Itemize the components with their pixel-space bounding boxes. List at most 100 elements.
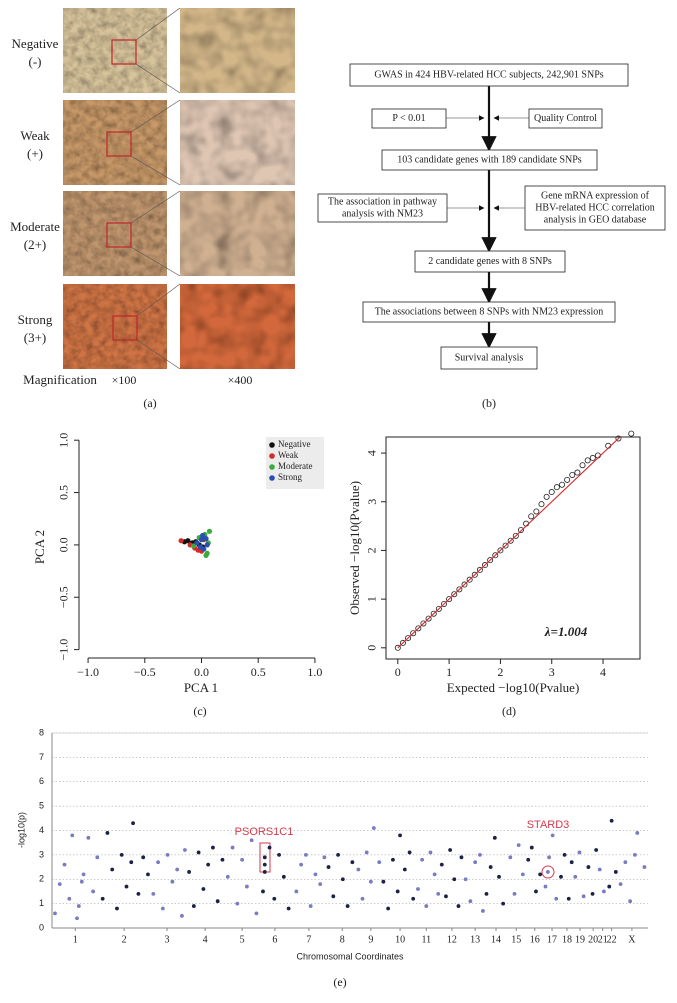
point xyxy=(459,855,464,860)
point xyxy=(545,870,550,874)
point xyxy=(191,904,196,908)
flow-node-text: The associations between 8 SNPs with NM2… xyxy=(375,306,604,317)
x-tick-label: 11 xyxy=(421,934,431,945)
micrograph-100x xyxy=(63,191,167,276)
flow-node-text: analysis with NM23 xyxy=(342,208,423,219)
x-tick-label: 6 xyxy=(272,934,277,945)
point xyxy=(86,835,91,840)
point xyxy=(573,874,578,879)
x-tick-label: 17 xyxy=(547,934,557,945)
point xyxy=(528,513,535,520)
x-tick-label: 13 xyxy=(470,934,480,945)
point xyxy=(534,889,538,894)
point xyxy=(446,596,453,603)
point xyxy=(589,454,596,461)
point xyxy=(550,833,555,838)
flow-node xyxy=(317,193,448,223)
point xyxy=(416,887,420,891)
point xyxy=(476,566,483,573)
micrograph-100x xyxy=(63,284,167,369)
y-tick-label: 0.0 xyxy=(57,537,71,552)
point xyxy=(381,879,386,884)
point xyxy=(391,857,395,862)
micrograph-400x xyxy=(180,191,295,276)
caption: (d) xyxy=(502,704,516,718)
point xyxy=(136,891,141,896)
point xyxy=(432,872,437,877)
point xyxy=(129,860,134,865)
point xyxy=(175,867,180,872)
point xyxy=(165,852,170,857)
point xyxy=(594,848,599,852)
micrograph-100x xyxy=(63,8,167,93)
point xyxy=(160,906,165,911)
point xyxy=(566,896,571,901)
point xyxy=(517,526,524,533)
x-tick-label: 1 xyxy=(73,934,78,945)
panel-b: GWAS in 424 HBV-related HCC subjects, 24… xyxy=(317,63,666,410)
point xyxy=(581,894,586,899)
point xyxy=(497,874,501,879)
point xyxy=(204,542,210,548)
point xyxy=(481,909,485,913)
point xyxy=(586,865,591,869)
row-label: Negative xyxy=(12,36,59,51)
point xyxy=(70,833,75,838)
point xyxy=(294,889,299,894)
point xyxy=(584,457,591,464)
caption: (b) xyxy=(482,396,496,410)
point xyxy=(308,904,313,908)
x-tick-label: X xyxy=(628,934,636,945)
caption: (c) xyxy=(193,704,206,718)
point xyxy=(478,852,482,857)
y-tick-label: −1.0 xyxy=(57,639,71,661)
flow-node xyxy=(349,63,629,87)
x-tick-label: 3 xyxy=(165,934,170,945)
flow-node-text: Survival analysis xyxy=(455,352,524,363)
zoom-line xyxy=(130,99,181,133)
point xyxy=(492,835,497,840)
point xyxy=(180,913,184,918)
caption: (a) xyxy=(143,396,156,410)
point xyxy=(267,845,272,850)
x-tick-label: 10 xyxy=(395,934,405,945)
y-tick-label: 4 xyxy=(39,825,44,835)
point xyxy=(623,860,628,865)
point xyxy=(95,855,100,860)
point xyxy=(76,904,81,908)
point xyxy=(272,896,277,901)
zoom-line xyxy=(135,63,181,94)
caption: (e) xyxy=(333,975,346,989)
x-tick-label: 14 xyxy=(491,934,501,945)
x-tick-label: 22 xyxy=(607,934,617,945)
chart-qq: 0 1 2 3 4 0 1 2 3 4 λ=1.004 Expected −log10(Pvalue)… xyxy=(347,430,641,718)
point xyxy=(313,872,318,877)
point xyxy=(543,493,550,500)
highlight-circle xyxy=(541,865,555,879)
point xyxy=(395,889,400,894)
row-grade: (+) xyxy=(27,146,43,161)
point xyxy=(488,865,493,869)
point xyxy=(141,855,146,860)
point xyxy=(618,882,623,887)
point xyxy=(533,508,540,515)
zoom-line xyxy=(130,246,181,277)
legend-swatch xyxy=(269,453,275,459)
y-tick-label: 0.5 xyxy=(57,485,71,500)
flow-node-text: HBV-related HCC correlation xyxy=(535,202,655,213)
x-tick-label: 2 xyxy=(122,934,127,945)
point xyxy=(356,867,361,872)
point xyxy=(67,896,72,901)
point xyxy=(156,860,160,865)
point xyxy=(564,476,571,483)
point xyxy=(590,891,595,896)
point xyxy=(405,635,412,642)
point xyxy=(91,889,96,894)
panel-a: Negative (-) Weak (+) Moderate (2+) Strong (3+)… xyxy=(10,7,295,410)
flow-node xyxy=(440,346,538,370)
point xyxy=(456,904,461,908)
point xyxy=(206,862,211,867)
point xyxy=(187,870,191,874)
point xyxy=(262,862,267,867)
point xyxy=(473,860,478,865)
